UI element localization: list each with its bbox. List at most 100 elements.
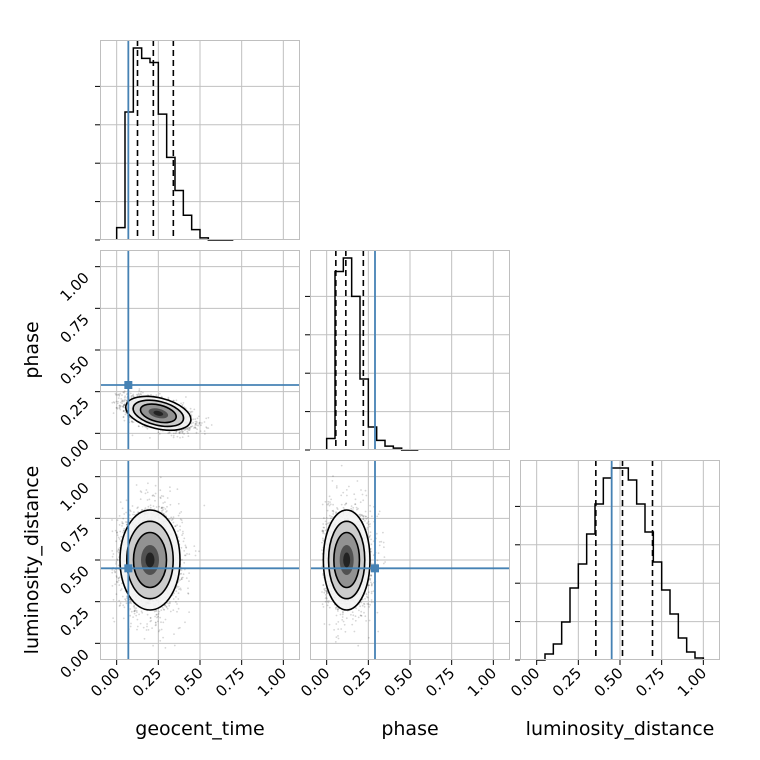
scatter-point [126, 393, 128, 396]
scatter-point [191, 425, 194, 428]
scatter-point [187, 592, 190, 595]
scatter-point [168, 601, 171, 604]
panel-hist-luminosity_distance [515, 460, 720, 661]
scatter-point [164, 618, 167, 621]
scatter-point [133, 612, 136, 615]
scatter-point [183, 561, 186, 564]
scatter-point [133, 607, 136, 609]
scatter-point [155, 394, 158, 396]
histogram-geocent_time [115, 47, 234, 241]
scatter-point [199, 422, 201, 424]
scatter-point [128, 514, 131, 516]
scatter-point [172, 434, 175, 437]
scatter-point [142, 391, 144, 394]
scatter-point [123, 399, 126, 402]
scatter-point [152, 505, 155, 507]
panel-joint-geocent_time-luminosity_distance [100, 460, 300, 660]
scatter-point [184, 428, 187, 431]
scatter-point [116, 534, 119, 537]
scatter-point [194, 426, 196, 428]
scatter-point [118, 538, 121, 540]
scatter-point [135, 609, 138, 612]
scatter-point [119, 401, 122, 404]
scatter-point [123, 391, 126, 394]
scatter-point [117, 579, 120, 582]
scatter-point [188, 427, 191, 429]
scatter-point [119, 405, 122, 408]
scatter-point [175, 601, 177, 603]
scatter-point [123, 419, 126, 422]
scatter-point [193, 427, 195, 429]
scatter-point [124, 411, 127, 414]
scatter-point [138, 425, 140, 428]
scatter-point [112, 412, 115, 414]
scatter-point [160, 621, 162, 624]
scatter-point [154, 615, 157, 618]
scatter-point [123, 403, 125, 406]
scatter-point [149, 620, 152, 623]
scatter-point [138, 393, 141, 396]
scatter-point [180, 429, 183, 432]
scatter-point [144, 426, 147, 428]
truth-marker [124, 564, 133, 573]
scatter-point [119, 392, 122, 395]
scatter-point [122, 604, 125, 607]
scatter-point [132, 395, 135, 398]
scatter-point [114, 392, 117, 395]
scatter-point [123, 606, 126, 609]
scatter-point [137, 511, 139, 514]
scatter-point [176, 524, 179, 526]
scatter-point [181, 430, 184, 433]
scatter-point [180, 572, 183, 575]
scatter-point [204, 433, 206, 435]
scatter-point [140, 610, 143, 613]
scatter-point [187, 587, 189, 590]
scatter-point [369, 504, 371, 507]
scatter-point [194, 424, 197, 426]
scatter-point [154, 609, 157, 612]
scatter-point [117, 548, 120, 551]
scatter-point [194, 427, 197, 429]
scatter-point [135, 607, 138, 610]
truth-marker [124, 381, 133, 389]
scatter-point [328, 504, 331, 507]
scatter-point [156, 613, 158, 616]
scatter-point [187, 592, 190, 594]
scatter-point [169, 602, 171, 605]
scatter-point [178, 512, 181, 515]
scatter-point [160, 609, 163, 611]
scatter-point [180, 511, 183, 513]
scatter-point [182, 530, 184, 533]
panel-frame [310, 250, 510, 450]
scatter-point [188, 580, 190, 582]
scatter-point [130, 610, 133, 613]
scatter-point [188, 572, 191, 574]
scatter-point [125, 399, 128, 402]
scatter-point [192, 421, 195, 424]
scatter-point [181, 432, 184, 434]
scatter-point [157, 615, 159, 618]
scatter-point [159, 616, 162, 619]
scatter-point [167, 432, 170, 435]
scatter-point [121, 394, 123, 396]
scatter-point [340, 503, 343, 506]
scatter-point [155, 613, 158, 616]
scatter-point [133, 604, 136, 607]
scatter-point [148, 498, 151, 501]
scatter-point [152, 494, 155, 497]
scatter-point [123, 400, 125, 403]
scatter-point [170, 434, 173, 437]
scatter-point [111, 569, 114, 571]
scatter-point [112, 553, 115, 555]
scatter-point [165, 511, 167, 513]
scatter-point [116, 406, 118, 409]
scatter-point [192, 418, 195, 421]
scatter-point [166, 510, 168, 512]
scatter-point [367, 523, 370, 526]
scatter-point [138, 613, 141, 616]
scatter-point [172, 399, 175, 402]
scatter-point [112, 617, 114, 619]
scatter-point [365, 494, 368, 497]
scatter-point [169, 503, 172, 506]
scatter-point [179, 529, 182, 531]
